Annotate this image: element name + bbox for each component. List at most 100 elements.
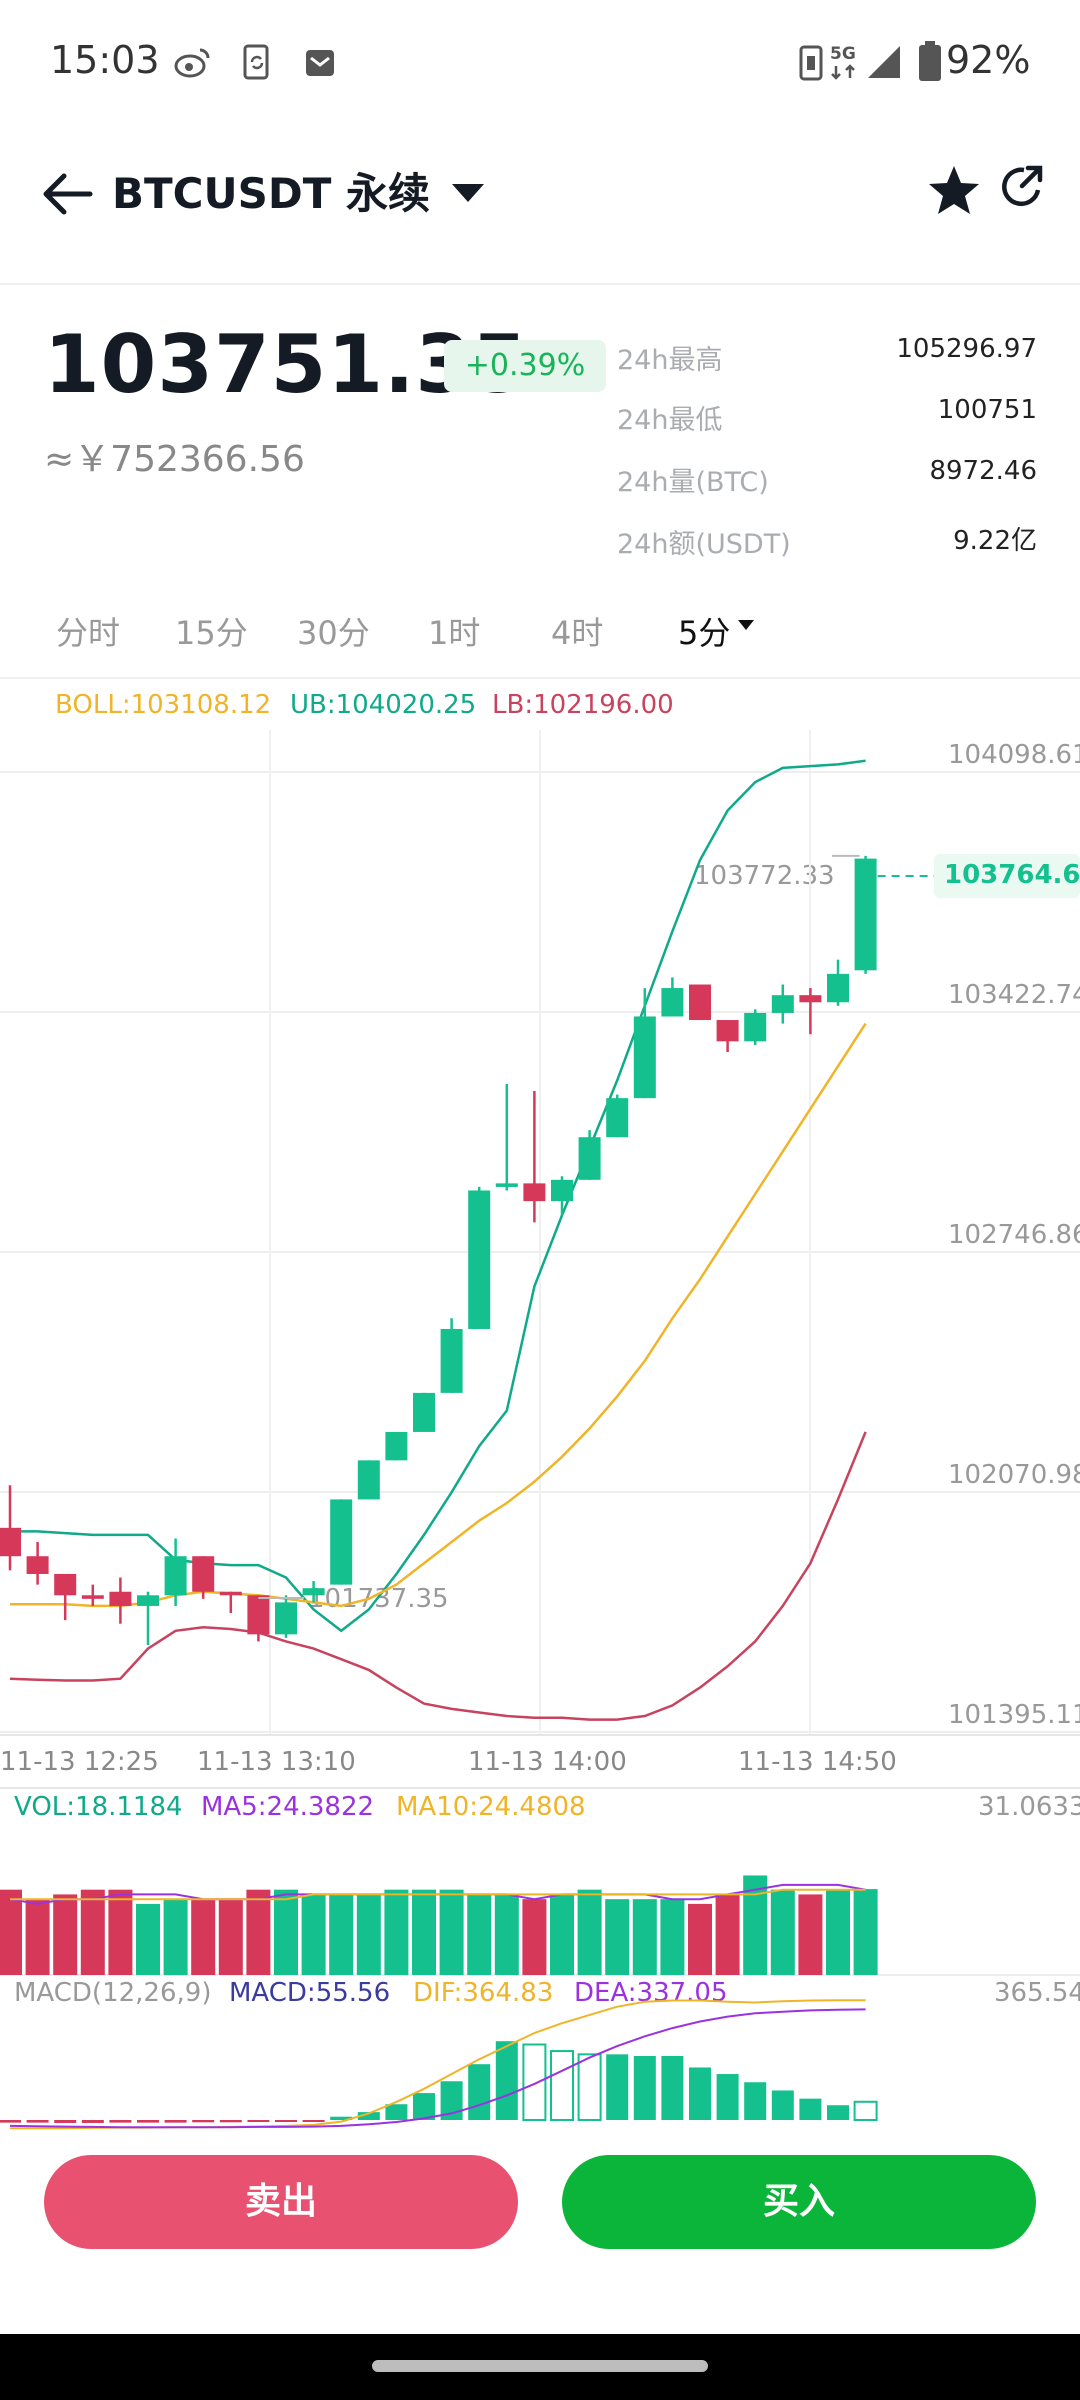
tab-15m[interactable]: 15分 xyxy=(175,614,248,652)
candle-body xyxy=(357,1460,380,1500)
volume-bar xyxy=(494,1894,519,1975)
battery-percent: 92% xyxy=(946,38,1031,82)
volume-bar xyxy=(191,1899,216,1975)
macd-histogram-bar xyxy=(330,2116,353,2120)
mail-icon xyxy=(306,50,334,76)
macd-histogram-bar xyxy=(192,2120,215,2123)
tab-1h[interactable]: 1时 xyxy=(428,614,481,652)
candle-body xyxy=(440,1328,463,1393)
candle-body xyxy=(468,1190,491,1329)
macd-histogram-bar xyxy=(716,2074,739,2120)
candle-body xyxy=(633,1016,656,1099)
boll-upper-line xyxy=(10,759,866,1633)
volume-bar xyxy=(550,1894,574,1975)
volume-bar xyxy=(688,1903,712,1975)
price-axis-label: 102070.98 xyxy=(948,1460,1080,1490)
candle-body xyxy=(26,1556,49,1574)
macd-histogram-bar xyxy=(744,2082,767,2120)
boll-mid-line xyxy=(10,1022,867,1608)
tab-4h[interactable]: 4时 xyxy=(551,614,604,652)
volume-bar xyxy=(384,1889,409,1975)
volume-bar xyxy=(218,1899,243,1975)
svg-text:5G: 5G xyxy=(830,44,856,64)
chart-grid xyxy=(0,730,1080,1976)
volume-bar xyxy=(826,1889,850,1975)
candle-body xyxy=(799,995,822,1003)
macd-histogram-bar xyxy=(137,2120,159,2123)
share-icon[interactable] xyxy=(998,162,1046,210)
volume-bar xyxy=(136,1903,160,1975)
boll-ub-value: UB:104020.25 xyxy=(290,690,477,720)
back-arrow-icon[interactable] xyxy=(40,168,100,220)
vol-ma10-value: MA10:24.4808 xyxy=(396,1792,586,1822)
candle-body xyxy=(109,1591,132,1606)
candle-body xyxy=(302,1588,325,1596)
time-axis-label: 11-13 12:25 xyxy=(0,1747,159,1777)
change-badge: +0.39% xyxy=(444,340,606,392)
sell-button[interactable]: 卖出 xyxy=(44,2155,518,2249)
star-icon[interactable] xyxy=(925,162,983,220)
buy-button[interactable]: 买入 xyxy=(562,2155,1036,2249)
candle-body xyxy=(81,1595,104,1599)
volume-bar xyxy=(274,1889,298,1975)
macd-histogram-bar xyxy=(385,2104,408,2120)
macd-histogram-bar xyxy=(633,2055,656,2120)
volume-bars xyxy=(0,1875,878,1975)
volume-bar xyxy=(53,1894,78,1975)
tab-timeshare[interactable]: 分时 xyxy=(56,614,121,652)
candle-body xyxy=(54,1573,77,1596)
candle-body xyxy=(137,1595,159,1606)
signal-icon xyxy=(868,46,900,78)
volume-bar xyxy=(853,1889,878,1975)
volume-bar xyxy=(632,1899,657,1975)
tabs-divider xyxy=(0,677,1080,679)
time-axis-label: 11-13 13:10 xyxy=(197,1747,356,1777)
macd-histogram-bar xyxy=(81,2120,104,2123)
boll-lower-line xyxy=(9,1431,867,1721)
home-gesture-bar[interactable] xyxy=(372,2360,708,2372)
time-axis-label: 11-13 14:00 xyxy=(468,1747,627,1777)
interval-tabs xyxy=(0,600,1080,680)
cny-price: ≈￥752366.56 xyxy=(44,439,305,480)
macd-histogram-bar xyxy=(357,2112,380,2120)
macd-histogram-bar xyxy=(54,2120,77,2123)
macd-dea-line xyxy=(9,2008,866,2129)
header-divider xyxy=(0,283,1080,285)
volume-bar xyxy=(522,1899,547,1975)
candle-body xyxy=(330,1499,353,1585)
page-title[interactable]: BTCUSDT 永续 xyxy=(112,169,430,218)
volume-bar xyxy=(660,1899,685,1975)
tab-5m[interactable]: 5分 xyxy=(678,614,731,652)
current-price-tag xyxy=(934,854,1080,898)
macd-params: MACD(12,26,9) xyxy=(14,1978,212,2008)
volume-ma10-line xyxy=(10,1888,866,1901)
phone-sync-icon xyxy=(243,44,269,80)
high-marker-label: 103772.33 xyxy=(694,861,835,891)
macd-dea-value: DEA:337.05 xyxy=(574,1978,728,2008)
candle-body xyxy=(219,1591,242,1596)
price-axis-label: 102746.86 xyxy=(948,1220,1080,1250)
tab-caret-icon[interactable] xyxy=(736,618,756,632)
candle-body xyxy=(854,858,877,971)
candle-body xyxy=(247,1595,270,1635)
candle-body xyxy=(275,1602,297,1635)
macd-histogram-bar xyxy=(0,2120,21,2123)
vol-ma5-value: MA5:24.3822 xyxy=(201,1792,375,1822)
volume-bar xyxy=(577,1889,602,1975)
candle-body xyxy=(192,1556,215,1592)
volume-bar xyxy=(356,1894,381,1975)
volume-bar xyxy=(770,1889,795,1975)
boll-bands xyxy=(9,759,867,1721)
macd-histogram-bar xyxy=(413,2093,435,2120)
macd-histogram-bar xyxy=(661,2055,684,2120)
macd-histogram-bar xyxy=(302,2120,325,2122)
stat-label-high: 24h最高 xyxy=(617,345,723,376)
macd-histogram-bar xyxy=(247,2120,270,2122)
tab-30m[interactable]: 30分 xyxy=(297,614,370,652)
vol-axis-max: 31.0633 xyxy=(978,1792,1080,1822)
macd-histogram-bar xyxy=(771,2090,794,2120)
volume-bar xyxy=(329,1894,354,1975)
dropdown-caret-icon[interactable] xyxy=(450,180,486,204)
kline-chart[interactable] xyxy=(0,680,1080,2130)
volume-bar xyxy=(798,1894,823,1975)
